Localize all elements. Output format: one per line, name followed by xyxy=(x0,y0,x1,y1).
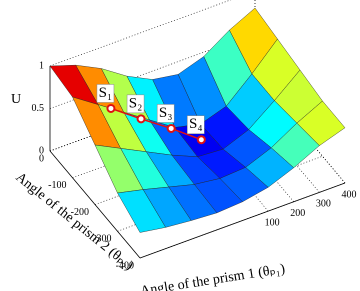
z-tick-label: 0.5 xyxy=(32,103,45,114)
point xyxy=(136,114,146,124)
x-axis-label: Angle of the prism 1 (θₚ₁) xyxy=(139,262,286,291)
grid-line xyxy=(139,182,346,259)
point-label: S₄ xyxy=(189,116,203,132)
y-tick-label: -100 xyxy=(48,180,66,191)
grid-line xyxy=(49,75,256,152)
x-tick-label: 400 xyxy=(342,189,357,200)
surface xyxy=(49,7,346,233)
z-axis-label: U xyxy=(11,92,21,107)
z-tick-label: 0 xyxy=(39,145,44,156)
point-label-box xyxy=(187,115,205,134)
point-label: S₃ xyxy=(159,105,173,121)
point-label-box xyxy=(156,104,175,123)
z-tick-label: 1 xyxy=(39,60,44,71)
x-tick-label: 200 xyxy=(290,208,305,219)
point xyxy=(166,123,176,133)
point-label: S₂ xyxy=(129,95,143,111)
x-tick-label: 100 xyxy=(265,217,280,228)
y-tick-label: -400 xyxy=(116,260,134,271)
x-tick-label: 300 xyxy=(316,199,331,210)
grid-line xyxy=(49,0,232,67)
points: S₁ S₂ S₃ S₄ xyxy=(96,84,206,145)
point-label-box xyxy=(96,84,115,103)
point-label: S₁ xyxy=(99,85,113,101)
surface-patch xyxy=(117,189,166,233)
point-label-box xyxy=(126,94,145,114)
point xyxy=(196,135,206,145)
y-tick-label: 0 xyxy=(39,153,44,164)
y-tick-label: -300 xyxy=(93,234,111,245)
y-tick-label: -200 xyxy=(71,207,89,218)
path-line xyxy=(110,107,202,141)
point xyxy=(106,103,116,113)
